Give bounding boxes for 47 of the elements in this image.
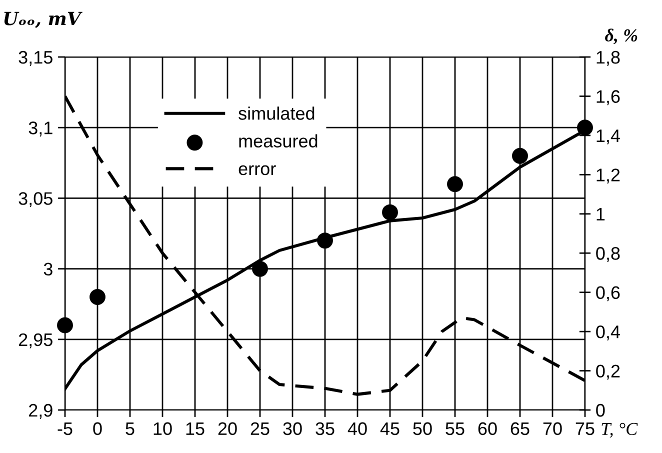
x-tick-label: 75 xyxy=(576,422,594,436)
y2-tick-label: 0,4 xyxy=(596,325,620,340)
y2-tick-label: 1,8 xyxy=(596,50,620,66)
x-tick-label: 55 xyxy=(446,422,464,436)
x-axis-title: T, °C xyxy=(602,422,638,438)
point xyxy=(57,317,73,334)
point xyxy=(577,120,593,136)
x-tick-label: 65 xyxy=(510,422,530,436)
y2-axis-title: δ, % xyxy=(605,28,638,44)
y-tick-label: 3 xyxy=(44,262,52,276)
legend-label: measured xyxy=(239,134,318,148)
x-tick-label: 5 xyxy=(126,422,134,436)
legend-label: error xyxy=(238,165,276,176)
point xyxy=(90,289,106,306)
x-tick-label: 50 xyxy=(413,422,432,436)
y2-tick-label: 0 xyxy=(596,404,605,417)
y2-tick-label: 0,6 xyxy=(596,286,620,302)
point xyxy=(382,204,398,220)
y2-tick-label: 0,2 xyxy=(596,364,620,380)
point xyxy=(512,148,528,164)
y2-tick-label: 1,2 xyxy=(596,168,620,184)
y-tick-label: 2,95 xyxy=(18,333,52,348)
x-tick-label: 25 xyxy=(250,422,270,436)
x-tick-label: 10 xyxy=(154,422,172,436)
y-tick-label: 3,15 xyxy=(18,50,52,66)
x-tick-label: 30 xyxy=(283,422,302,436)
x-tick-label: 0 xyxy=(93,422,102,436)
point xyxy=(317,232,333,249)
x-tick-label: 40 xyxy=(348,422,367,436)
legend-label: simulated xyxy=(238,106,314,120)
x-tick-label: 70 xyxy=(543,422,562,436)
x-tick-label: -5 xyxy=(58,422,72,436)
y2-tick-label: 1,6 xyxy=(596,90,620,106)
x-tick-label: 35 xyxy=(316,422,334,436)
y-tick-label: 3,05 xyxy=(18,192,52,208)
x-tick-label: 20 xyxy=(218,422,237,436)
y-tick-label: 2,9 xyxy=(29,404,52,419)
x-tick-label: 15 xyxy=(186,422,204,436)
y2-tick-label: 1,4 xyxy=(596,130,620,144)
point xyxy=(252,260,268,277)
y-axis-title: Uₒₒ, mV xyxy=(4,12,82,28)
x-tick-label: 45 xyxy=(380,422,400,436)
y2-tick-label: 0,8 xyxy=(596,247,620,262)
point xyxy=(447,176,463,192)
x-tick-label: 60 xyxy=(478,422,497,436)
y-tick-label: 3,1 xyxy=(28,122,52,136)
y2-tick-label: 1 xyxy=(596,208,605,220)
